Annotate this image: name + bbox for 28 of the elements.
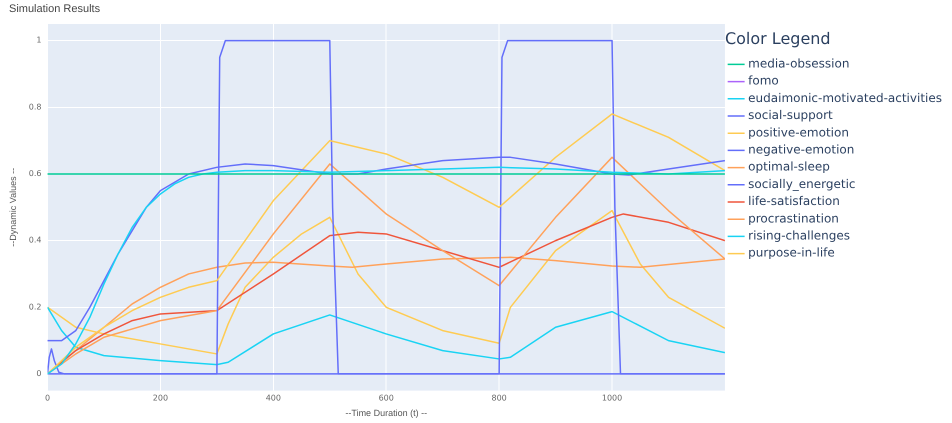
legend-label: social-support [748,108,834,122]
legend-label: optimal-sleep [748,160,830,174]
legend-label: negative-emotion [748,142,854,157]
x-tick-label: 0 [44,393,50,402]
x-tick-label: 600 [378,393,394,402]
legend-label: fomo [748,74,779,88]
legend-label: socially_energetic [748,176,856,191]
y-axis-title: --Dynamic Values -- [8,168,18,247]
y-tick-label: 0.6 [28,169,42,178]
legend-title: Color Legend [724,29,831,48]
y-tick-label: 1 [36,36,42,45]
legend-label: positive-emotion [748,125,849,140]
legend-label: eudaimonic-motivated-activities [748,90,942,105]
y-tick-label: 0.2 [28,302,42,312]
legend-label: procrastination [748,211,839,226]
x-tick-label: 200 [152,393,168,402]
x-tick-label: 400 [266,393,281,402]
legend-label: purpose-in-life [748,246,835,260]
x-axis-title: --Time Duration (t) -- [345,408,428,418]
legend-label: life-satisfaction [748,194,840,208]
y-tick-label: 0 [36,369,42,378]
y-tick-label: 0.8 [28,102,42,112]
x-tick-label: 1000 [602,393,622,402]
x-tick-label: 800 [492,393,507,402]
legend-label: media-obsession [748,56,850,71]
y-tick-label: 0.4 [28,236,42,245]
chart-title: Simulation Results [9,3,100,15]
legend-label: rising-challenges [748,228,850,243]
